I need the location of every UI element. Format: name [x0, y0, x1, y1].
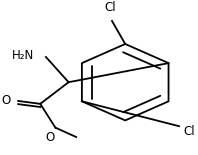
Text: Cl: Cl	[184, 125, 195, 138]
Text: O: O	[2, 94, 11, 107]
Text: H₂N: H₂N	[11, 49, 34, 62]
Text: Cl: Cl	[104, 1, 116, 14]
Text: O: O	[45, 131, 54, 144]
